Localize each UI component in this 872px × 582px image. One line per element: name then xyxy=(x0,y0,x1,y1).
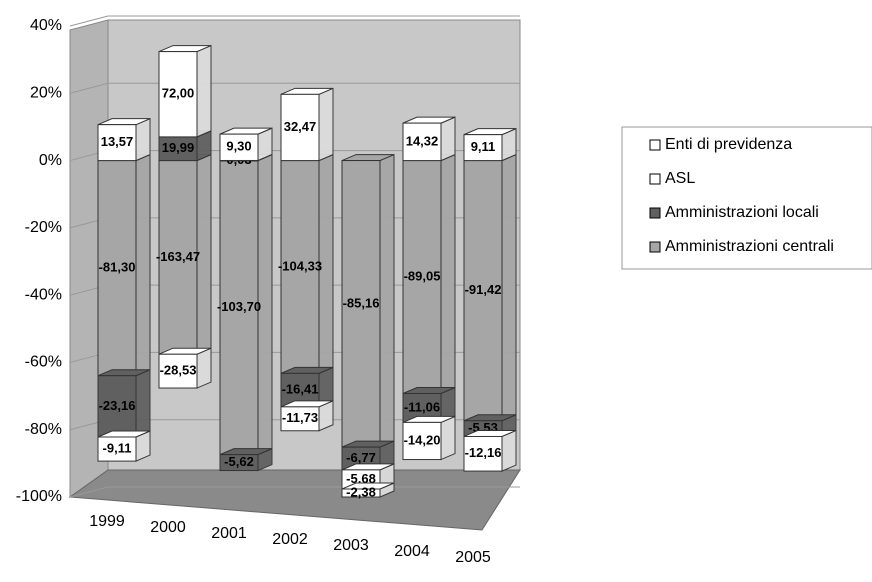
value-label: -12,16 xyxy=(465,445,502,460)
y-tick-label: 40% xyxy=(30,17,62,34)
y-tick-label: -100% xyxy=(16,488,62,505)
legend-swatch xyxy=(649,139,661,151)
value-label: 32,47 xyxy=(284,119,317,134)
value-label: 9,30 xyxy=(226,139,251,154)
bar xyxy=(219,160,259,456)
bar xyxy=(219,133,259,161)
bar-side xyxy=(196,44,212,138)
x-tick-label: 2002 xyxy=(272,531,308,548)
value-label: -23,16 xyxy=(99,398,136,413)
bar-side xyxy=(135,117,151,162)
bar xyxy=(158,160,198,355)
bar xyxy=(280,160,320,374)
bar xyxy=(463,134,503,162)
y-tick-label: -80% xyxy=(25,421,62,438)
x-tick-label: 2001 xyxy=(211,525,247,542)
floor xyxy=(68,469,521,531)
y-tick-label: -60% xyxy=(25,354,62,371)
value-label: -5,62 xyxy=(224,454,254,469)
y-tick-label: -40% xyxy=(25,286,62,303)
x-tick-label: 1999 xyxy=(89,513,125,530)
value-label: -103,70 xyxy=(217,299,261,314)
bar-side xyxy=(501,429,517,472)
value-label: -104,33 xyxy=(278,258,322,273)
x-tick-label: 2005 xyxy=(455,549,491,566)
bar xyxy=(280,406,320,432)
bar-side xyxy=(318,87,334,162)
bar xyxy=(341,488,381,498)
bar xyxy=(280,93,320,162)
bar xyxy=(97,375,137,438)
legend xyxy=(621,126,872,270)
bar xyxy=(402,421,442,461)
value-label: -85,16 xyxy=(343,295,380,310)
legend-swatch xyxy=(649,173,661,185)
value-label: -81,30 xyxy=(99,260,136,275)
bar xyxy=(219,454,259,472)
x-tick-label: 2003 xyxy=(333,537,369,554)
value-label: 72,00 xyxy=(162,86,195,101)
value-label: -28,53 xyxy=(160,363,197,378)
bar xyxy=(402,122,442,162)
value-label: -11,06 xyxy=(404,399,440,414)
bar-side xyxy=(379,153,395,448)
bar xyxy=(158,51,198,138)
value-label: -5,68 xyxy=(346,471,376,486)
legend-swatch xyxy=(649,207,661,219)
grid-line xyxy=(69,486,109,498)
legend-label: Enti di previdenza xyxy=(665,136,792,153)
value-label: -163,47 xyxy=(156,249,200,264)
value-label: -11,73 xyxy=(282,410,318,425)
bar-side xyxy=(440,116,456,162)
value-label: 9,11 xyxy=(471,139,496,154)
legend-label: ASL xyxy=(665,170,695,187)
bar xyxy=(463,435,503,472)
x-tick-label: 2000 xyxy=(150,519,186,536)
y-tick-label: 0% xyxy=(39,152,62,169)
bar xyxy=(97,124,137,162)
value-label: 19,99 xyxy=(162,140,195,155)
bar xyxy=(97,436,137,462)
value-label: 14,32 xyxy=(406,133,439,148)
legend-swatch xyxy=(649,241,661,253)
value-label: -16,41 xyxy=(282,382,319,397)
x-tick-label: 2004 xyxy=(394,543,430,560)
legend-label: Amministrazioni locali xyxy=(665,204,819,221)
bar-side xyxy=(135,368,151,438)
bar-side xyxy=(440,153,456,395)
value-label: -6,77 xyxy=(346,450,376,465)
bar xyxy=(158,353,198,389)
bar-side xyxy=(196,347,212,389)
legend-label: Amministrazioni centrali xyxy=(665,238,834,255)
value-label: -14,20 xyxy=(404,432,441,447)
value-label: -89,05 xyxy=(404,268,441,283)
bar-side xyxy=(135,153,151,377)
bar xyxy=(341,160,381,448)
value-label: -2,38 xyxy=(346,484,376,499)
y-tick-label: 20% xyxy=(30,85,62,102)
value-label: -91,42 xyxy=(465,282,502,297)
bar-side xyxy=(501,153,517,422)
grid-line xyxy=(69,82,109,94)
bar-side xyxy=(440,415,456,461)
grid-line xyxy=(69,15,109,27)
y-tick-label: -20% xyxy=(25,219,62,236)
bar xyxy=(97,160,137,377)
value-label: -9,11 xyxy=(103,440,132,455)
value-label: 13,57 xyxy=(101,134,134,149)
